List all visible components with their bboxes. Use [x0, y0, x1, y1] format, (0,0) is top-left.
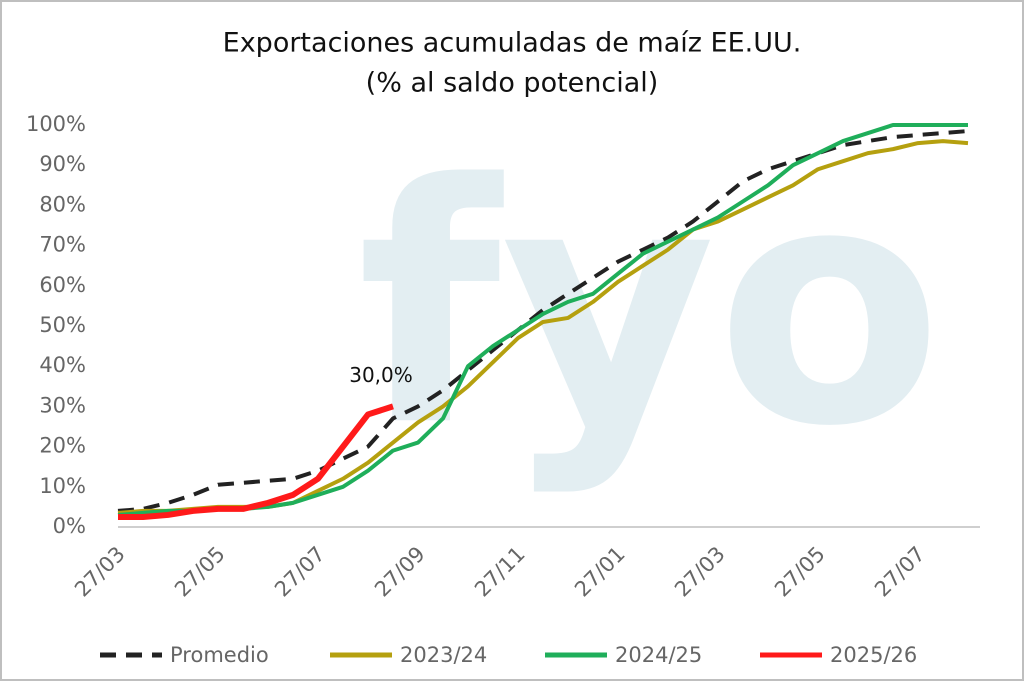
- y-tick-label: 40%: [39, 353, 86, 377]
- y-tick-label: 0%: [53, 514, 86, 538]
- legend-label: 2025/26: [830, 643, 917, 667]
- watermark: fyo: [357, 114, 942, 498]
- y-tick-label: 10%: [39, 474, 86, 498]
- chart-title: Exportaciones acumuladas de maíz EE.UU.: [223, 28, 802, 59]
- y-tick-label: 60%: [39, 273, 86, 297]
- legend-label: 2024/25: [615, 643, 702, 667]
- data-label: 30,0%: [349, 363, 413, 387]
- legend-label: 2023/24: [400, 643, 487, 667]
- y-tick-label: 100%: [26, 112, 86, 136]
- series-line: [118, 403, 394, 520]
- y-tick-label: 80%: [39, 192, 86, 216]
- y-tick-label: 20%: [39, 434, 86, 458]
- legend-label: Promedio: [170, 643, 269, 667]
- chart-subtitle: (% al saldo potencial): [366, 68, 659, 99]
- y-tick-label: 50%: [39, 313, 86, 337]
- y-tick-label: 70%: [39, 233, 86, 257]
- y-tick-label: 90%: [39, 152, 86, 176]
- y-tick-label: 30%: [39, 393, 86, 417]
